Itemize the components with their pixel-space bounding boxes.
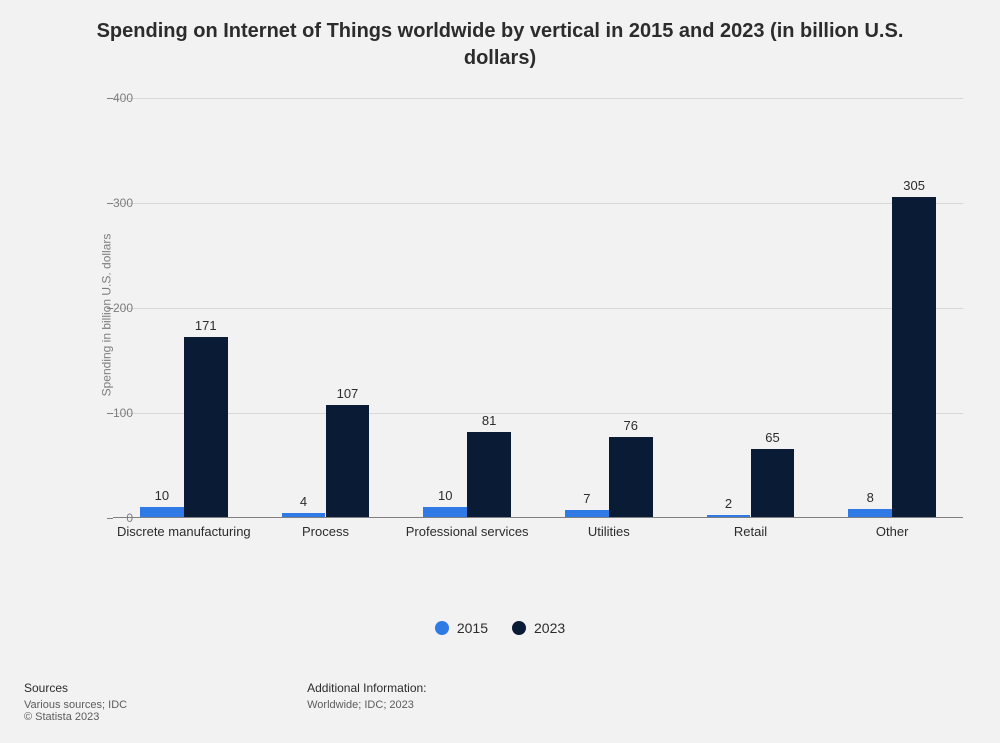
bar <box>892 197 936 517</box>
legend-label: 2015 <box>457 620 488 636</box>
bar <box>467 432 511 517</box>
x-tick-label: Process <box>258 524 394 541</box>
chart-plot: 10171410710817762658305 <box>113 98 963 518</box>
bar-value-label: 107 <box>312 386 382 401</box>
bar-value-label: 171 <box>171 318 241 333</box>
y-tick-label: 300 <box>93 196 133 210</box>
gridline <box>113 308 963 309</box>
footer-sources: Sources Various sources; IDC © Statista … <box>24 681 127 723</box>
footer-sources-heading: Sources <box>24 681 127 695</box>
legend-label: 2023 <box>534 620 565 636</box>
chart-area: Spending in billion U.S. dollars 1017141… <box>85 98 963 548</box>
bar-value-label: 76 <box>596 418 666 433</box>
chart-legend: 2015 2023 <box>0 620 1000 638</box>
legend-swatch <box>512 621 526 635</box>
x-tick-label: Utilities <box>541 524 677 541</box>
bar <box>423 507 467 518</box>
bar <box>707 515 751 517</box>
footer-info: Additional Information: Worldwide; IDC; … <box>307 681 426 723</box>
legend-swatch <box>435 621 449 635</box>
y-tick-label: 200 <box>93 301 133 315</box>
bar <box>848 509 892 517</box>
gridline <box>113 98 963 99</box>
bar <box>282 513 326 517</box>
footer-sources-line2: © Statista 2023 <box>24 711 127 723</box>
bar <box>609 437 653 517</box>
bar <box>565 510 609 517</box>
x-tick-label: Discrete manufacturing <box>116 524 252 541</box>
x-tick-label: Retail <box>683 524 819 541</box>
bar-value-label: 305 <box>879 178 949 193</box>
legend-item: 2015 <box>435 620 488 636</box>
y-axis-label: Spending in billion U.S. dollars <box>99 234 113 397</box>
footer-info-heading: Additional Information: <box>307 681 426 695</box>
chart-footer: Sources Various sources; IDC © Statista … <box>24 681 974 723</box>
y-tick-label: 0 <box>93 511 133 525</box>
bar-value-label: 81 <box>454 413 524 428</box>
bar <box>184 337 228 517</box>
bar-value-label: 65 <box>737 430 807 445</box>
gridline <box>113 413 963 414</box>
bar <box>140 507 184 518</box>
x-tick-label: Other <box>824 524 960 541</box>
x-tick-label: Professional services <box>399 524 535 541</box>
footer-info-line: Worldwide; IDC; 2023 <box>307 699 426 711</box>
legend-item: 2023 <box>512 620 565 636</box>
y-tick-label: 400 <box>93 91 133 105</box>
bar <box>326 405 370 517</box>
footer-sources-line1: Various sources; IDC <box>24 699 127 711</box>
chart-title: Spending on Internet of Things worldwide… <box>0 0 1000 72</box>
bar <box>751 449 795 517</box>
gridline <box>113 203 963 204</box>
y-tick-label: 100 <box>93 406 133 420</box>
